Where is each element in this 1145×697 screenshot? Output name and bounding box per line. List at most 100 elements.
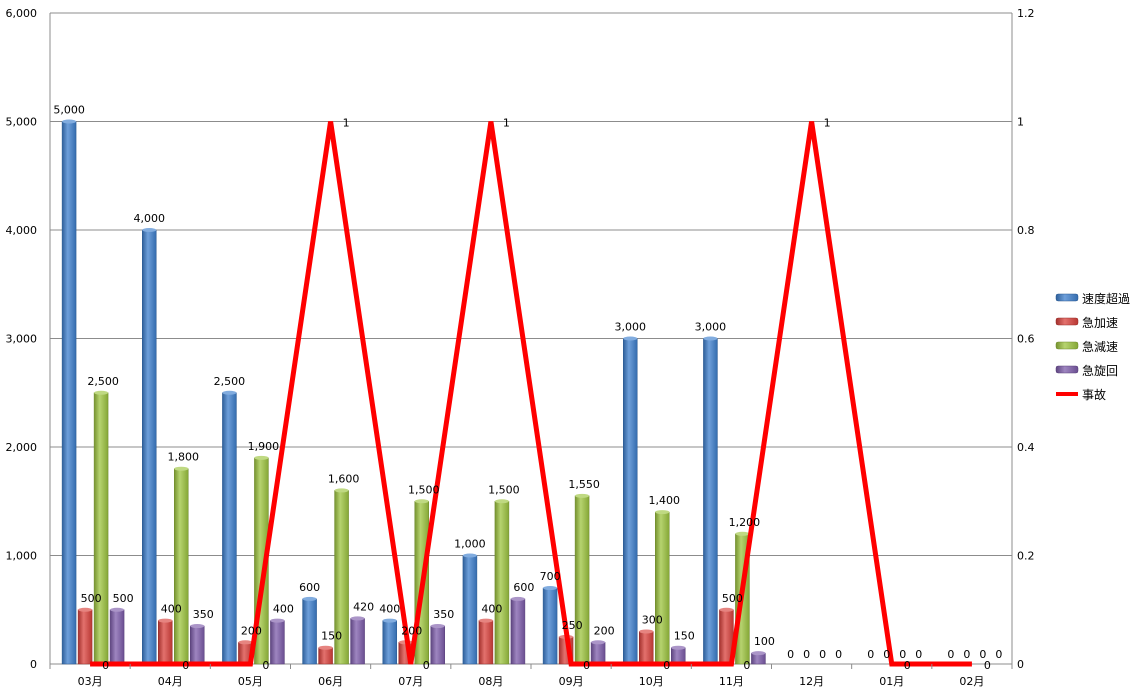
bar-series	[61, 119, 766, 665]
category-label: 04月	[158, 675, 183, 688]
bar-cap	[174, 466, 189, 471]
bar-data-label: 700	[540, 570, 561, 583]
legend-label: 急減速	[1082, 339, 1118, 354]
right-axis-tick-label: 1	[1017, 116, 1024, 129]
bar-data-label: 1,550	[568, 478, 600, 491]
bar-data-label: 0	[867, 648, 874, 661]
bar-cap	[110, 607, 125, 612]
bar-data-label: 1,600	[328, 472, 360, 485]
category-label: 10月	[639, 675, 664, 688]
bar-cap	[382, 618, 397, 623]
bar	[478, 620, 494, 665]
bar-data-label: 1,900	[248, 440, 280, 453]
accident-series-line	[90, 121, 972, 667]
bar-data-label: 420	[353, 600, 374, 613]
bar-data-label: 600	[513, 581, 534, 594]
bar-data-label: 1,200	[729, 516, 761, 529]
line-data-label: 0	[743, 659, 750, 672]
line-data-label: 0	[423, 659, 430, 672]
bar	[270, 620, 285, 665]
category-label: 05月	[238, 675, 263, 688]
category-label: 07月	[398, 675, 423, 688]
bar	[430, 625, 445, 665]
line-data-label: 0	[102, 659, 109, 672]
legend-swatch	[1055, 317, 1079, 326]
line-data-label: 0	[904, 659, 911, 672]
right-axis-tick-label: 0.6	[1017, 333, 1035, 346]
bar-data-label: 1,500	[488, 483, 520, 496]
left-axis-tick-label: 2,000	[6, 441, 38, 454]
bar-data-label: 0	[947, 648, 954, 661]
axes: 0 01,000 0.22,000 0.43,000 0.64,000 0.85,000 1…	[6, 7, 1035, 688]
bar-data-label: 0	[995, 648, 1002, 661]
bar-cap	[270, 618, 285, 623]
bar-cap	[671, 645, 686, 650]
bar-cap	[78, 607, 93, 612]
bar-data-label: 0	[915, 648, 922, 661]
bar-data-label: 5,000	[53, 104, 85, 117]
bar-data-label: 1,000	[454, 538, 486, 551]
bar-cap	[703, 336, 718, 341]
bar-cap	[623, 336, 638, 341]
bar-cap	[575, 493, 590, 498]
left-axis-tick-label: 1,000	[6, 550, 38, 563]
bar-cap	[591, 640, 606, 645]
bar-data-label: 250	[562, 619, 583, 632]
bar	[93, 392, 109, 665]
line-data-label: 0	[663, 659, 670, 672]
bar	[462, 555, 478, 665]
bar	[158, 620, 173, 665]
bar	[510, 598, 526, 665]
right-axis-tick-label: 0	[1017, 658, 1024, 671]
category-label: 06月	[318, 675, 343, 688]
bar-data-label: 200	[594, 624, 615, 637]
category-label: 02月	[959, 675, 984, 688]
legend-swatch	[1055, 293, 1079, 302]
left-axis-tick-label: 5,000	[6, 116, 38, 129]
bar	[318, 647, 333, 665]
legend-label: 急加速	[1082, 315, 1118, 330]
bar	[222, 392, 237, 665]
bar-data-label: 150	[321, 630, 342, 643]
bar-data-label: 0	[883, 648, 890, 661]
bar-cap	[238, 640, 253, 645]
bar-data-label: 200	[401, 624, 422, 637]
bar-cap	[142, 228, 157, 232]
bar-data-label: 100	[754, 635, 775, 648]
bar-data-label: 0	[787, 648, 794, 661]
bar-data-label: 0	[803, 648, 810, 661]
category-label: 09月	[559, 675, 584, 688]
bar-cap	[158, 618, 173, 623]
bar	[574, 495, 590, 665]
bar-cap	[94, 390, 109, 395]
bar-data-label: 400	[161, 603, 182, 616]
bar-data-label: 500	[113, 592, 134, 605]
bar-cap	[639, 629, 654, 634]
bar-data-label: 0	[979, 648, 986, 661]
left-axis-tick-label: 6,000	[6, 7, 38, 20]
bar-data-label: 3,000	[695, 321, 727, 334]
bar-data-label: 0	[819, 648, 826, 661]
category-label: 03月	[78, 675, 103, 688]
bar	[382, 620, 397, 665]
legend-label: 急旋回	[1082, 363, 1118, 378]
bar-data-label: 400	[379, 603, 400, 616]
category-label: 08月	[478, 675, 503, 688]
bar	[190, 625, 205, 665]
right-axis-tick-label: 1.2	[1017, 7, 1035, 20]
bar-data-label: 400	[273, 603, 294, 616]
bar-data-label: 600	[299, 581, 320, 594]
bar-data-label: 2,500	[214, 375, 246, 388]
legend-label: 速度超過	[1082, 291, 1130, 306]
bar-data-label: 1,800	[168, 451, 200, 464]
bar	[350, 618, 365, 665]
line-data-label: 0	[583, 659, 590, 672]
bar-cap	[334, 488, 349, 493]
bar-cap	[462, 553, 477, 558]
bar-cap	[735, 531, 750, 536]
bar-data-label: 0	[835, 648, 842, 661]
legend-swatch	[1055, 341, 1079, 350]
data-labels: 5,000 4,000 2,500 600 400 1,000 700 3,000 3,000 0…	[53, 104, 1002, 673]
